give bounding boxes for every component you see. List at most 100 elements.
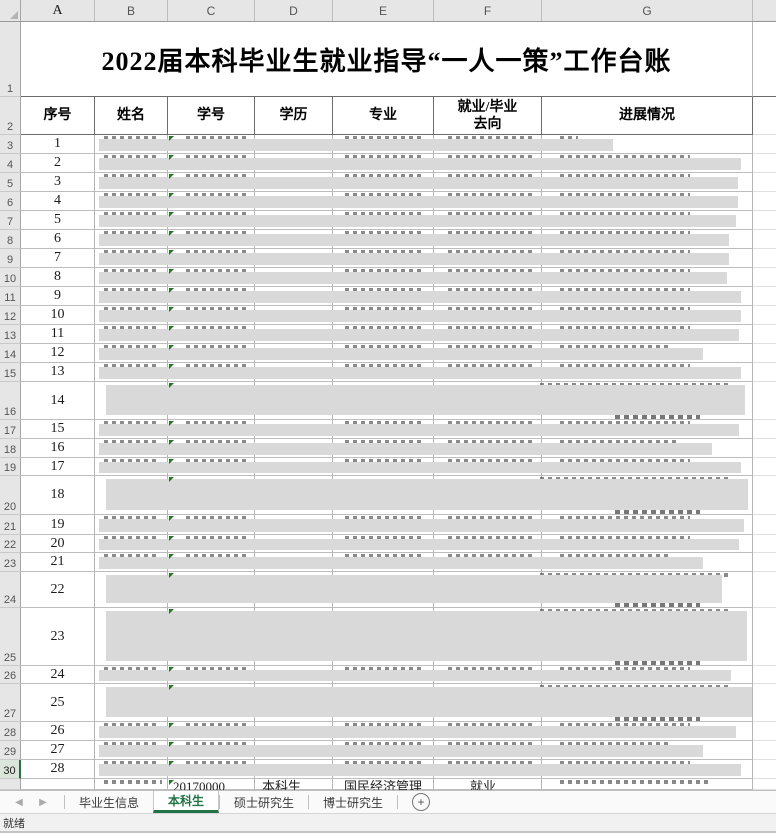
cell-seq[interactable]: 18: [21, 476, 95, 515]
sheet-nav-right-icon[interactable]: ▶: [39, 796, 47, 808]
cell-g18[interactable]: [542, 439, 753, 458]
header-cell-major[interactable]: 专业: [333, 97, 434, 135]
sheet-tab-phd[interactable]: 博士研究生: [323, 795, 384, 810]
cell-h29[interactable]: [753, 741, 776, 760]
cell-seq[interactable]: 2: [21, 154, 95, 173]
row-header-16[interactable]: 16: [0, 382, 21, 420]
cell-seq[interactable]: 26: [21, 722, 95, 741]
title-cell[interactable]: 2022届本科毕业生就业指导“一人一策”工作台账: [21, 22, 753, 97]
row-header-17[interactable]: 17: [0, 420, 21, 439]
cell-major-partial[interactable]: [333, 779, 434, 790]
cell-h22[interactable]: [753, 535, 776, 553]
sheet-nav-left-icon[interactable]: ◀: [15, 796, 23, 808]
cell-h13[interactable]: [753, 325, 776, 344]
cell-h11[interactable]: [753, 287, 776, 306]
row-header-13[interactable]: 13: [0, 325, 21, 344]
cell-h6[interactable]: [753, 192, 776, 211]
cell-h24[interactable]: [753, 572, 776, 608]
header-cell-student-id[interactable]: 学号: [168, 97, 255, 135]
cell-h5[interactable]: [753, 173, 776, 192]
cell-destination-partial[interactable]: [434, 779, 542, 790]
row-header-14[interactable]: 14: [0, 344, 21, 363]
cell-seq[interactable]: 21: [21, 553, 95, 572]
row-header-28[interactable]: 28: [0, 722, 21, 741]
row-header-27[interactable]: 27: [0, 684, 21, 722]
cell-seq[interactable]: 10: [21, 306, 95, 325]
cell-h15[interactable]: [753, 363, 776, 382]
cell-seq[interactable]: 24: [21, 666, 95, 684]
cell-seq[interactable]: 19: [21, 515, 95, 535]
cell-h2[interactable]: [753, 97, 776, 135]
cell-g27[interactable]: [542, 684, 753, 722]
row-header-9[interactable]: 9: [0, 249, 21, 268]
row-header-26[interactable]: 26: [0, 666, 21, 684]
cell-seq[interactable]: 17: [21, 458, 95, 476]
cell-h28[interactable]: [753, 722, 776, 741]
cell-g13[interactable]: [542, 325, 753, 344]
cell-seq[interactable]: 20: [21, 535, 95, 553]
cell-degree-partial[interactable]: [255, 779, 333, 790]
cell-g11[interactable]: [542, 287, 753, 306]
cell-g14[interactable]: [542, 344, 753, 363]
cell-h17[interactable]: [753, 420, 776, 439]
cell-seq[interactable]: 8: [21, 268, 95, 287]
cell-g8[interactable]: [542, 230, 753, 249]
cell-seq[interactable]: 15: [21, 420, 95, 439]
cell-seq[interactable]: 13: [21, 363, 95, 382]
row-header-21[interactable]: 21: [0, 515, 21, 535]
cell-g24[interactable]: [542, 572, 753, 608]
new-sheet-button[interactable]: +: [412, 793, 431, 811]
row-header-7[interactable]: 7: [0, 211, 21, 230]
row-header-4[interactable]: 4: [0, 154, 21, 173]
cell-seq[interactable]: 27: [21, 741, 95, 760]
cell-g12[interactable]: [542, 306, 753, 325]
cell-seq[interactable]: 16: [21, 439, 95, 458]
row-header-6[interactable]: 6: [0, 192, 21, 211]
row-header-1[interactable]: 1: [0, 22, 21, 97]
cell-h-partial[interactable]: [753, 779, 776, 790]
column-header-h-partial[interactable]: [753, 0, 776, 21]
cell-h10[interactable]: [753, 268, 776, 287]
cell-h7[interactable]: [753, 211, 776, 230]
row-header-2[interactable]: 2: [0, 97, 21, 135]
cell-h26[interactable]: [753, 666, 776, 684]
row-header-22[interactable]: 22: [0, 535, 21, 553]
cell-g6[interactable]: [542, 192, 753, 211]
cell-h16[interactable]: [753, 382, 776, 420]
cell-name-partial[interactable]: [95, 779, 168, 790]
row-header-12[interactable]: 12: [0, 306, 21, 325]
cell-g20[interactable]: [542, 476, 753, 515]
row-header-3[interactable]: 3: [0, 135, 21, 154]
column-header-b[interactable]: B: [95, 0, 168, 21]
cell-h18[interactable]: [753, 439, 776, 458]
cell-h27[interactable]: [753, 684, 776, 722]
sheet-tab-undergraduate[interactable]: 本科生: [153, 791, 220, 813]
row-header-23[interactable]: 23: [0, 553, 21, 572]
cell-seq[interactable]: 7: [21, 249, 95, 268]
cell-seq[interactable]: 23: [21, 608, 95, 666]
cell-h30[interactable]: [753, 760, 776, 779]
header-cell-name[interactable]: 姓名: [95, 97, 168, 135]
cell-student-id-partial[interactable]: [168, 779, 255, 790]
cell-g9[interactable]: [542, 249, 753, 268]
header-cell-progress[interactable]: 进展情况: [542, 97, 753, 135]
cell-seq-partial[interactable]: [21, 779, 95, 790]
cell-g19[interactable]: [542, 458, 753, 476]
row-header-20[interactable]: 20: [0, 476, 21, 515]
cell-seq[interactable]: 12: [21, 344, 95, 363]
row-header-15[interactable]: 15: [0, 363, 21, 382]
cell-h14[interactable]: [753, 344, 776, 363]
row-header-25[interactable]: 25: [0, 608, 21, 666]
column-header-d[interactable]: D: [255, 0, 333, 21]
cell-g28[interactable]: [542, 722, 753, 741]
row-header-30[interactable]: 30: [0, 760, 21, 779]
cell-g25[interactable]: [542, 608, 753, 666]
header-cell-seq[interactable]: 序号: [21, 97, 95, 135]
row-header-10[interactable]: 10: [0, 268, 21, 287]
cell-h20[interactable]: [753, 476, 776, 515]
column-header-a[interactable]: A: [21, 0, 95, 21]
cell-h1[interactable]: [753, 22, 776, 97]
cell-g30[interactable]: [542, 760, 753, 779]
cell-seq[interactable]: 9: [21, 287, 95, 306]
row-header-29[interactable]: 29: [0, 741, 21, 760]
